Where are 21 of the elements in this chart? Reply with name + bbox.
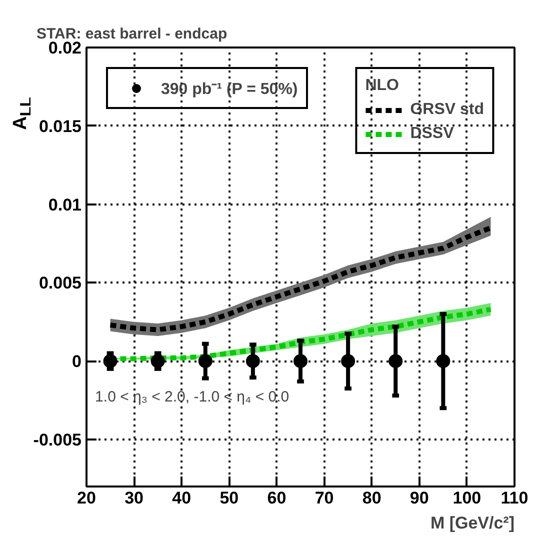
legend-label: 390 pb⁻¹ (P = 50%) <box>161 80 298 99</box>
x-tick-label: 40 <box>172 488 192 508</box>
x-tick-label: 90 <box>410 488 429 508</box>
x-tick-label: 60 <box>267 488 286 508</box>
x-tick-label: 20 <box>77 488 96 508</box>
legend-title: NLO <box>365 77 400 95</box>
x-tick-label: 80 <box>362 488 382 508</box>
x-tick-label: 110 <box>500 488 528 508</box>
y-tick-label: 0.015 <box>38 116 82 136</box>
x-axis-title: M [GeV/c²] <box>430 514 514 532</box>
y-tick-label: -0.005 <box>33 430 82 450</box>
x-tick-label: 100 <box>452 488 482 508</box>
y-tick-label: 0.005 <box>38 274 82 293</box>
legend-label: GRSV std <box>410 101 484 119</box>
x-tick-label: 50 <box>220 488 239 508</box>
annotation: 1.0 < η₃ < 2.0, -1.0 < η₄ < 0.0 <box>95 388 290 406</box>
x-tick-label: 70 <box>314 488 334 508</box>
legend-label: DSSV <box>410 125 454 143</box>
x-tick-label: 30 <box>124 488 144 508</box>
y-tick-label: 0 <box>72 352 82 372</box>
y-tick-label: 0.01 <box>48 195 82 214</box>
